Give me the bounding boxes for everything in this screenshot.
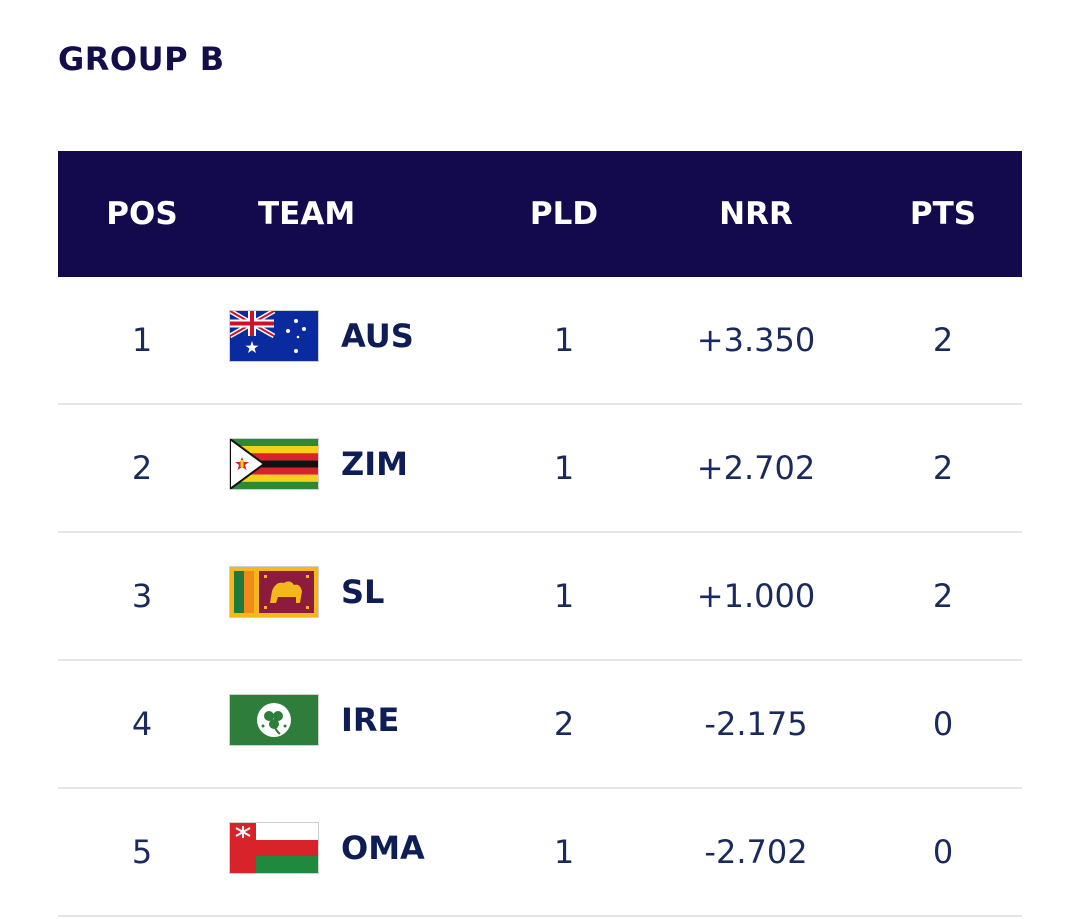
table-row[interactable]: 5 OMA 1 -2.702 0: [58, 789, 1022, 917]
row-pos: 5: [131, 833, 153, 871]
row-pts: 2: [932, 321, 954, 359]
row-pts: 0: [932, 833, 954, 871]
header-pts: PTS: [909, 196, 977, 232]
table-row[interactable]: 4 IRE 2 -2.175 0: [58, 661, 1022, 789]
row-team: IRE: [341, 701, 400, 739]
row-nrr: +3.350: [696, 321, 816, 359]
row-pos: 4: [131, 705, 153, 743]
standings-table: POS TEAM PLD NRR PTS 1 AUS 1: [58, 151, 1022, 917]
oman-flag-icon: [230, 823, 318, 873]
sri-lanka-flag-icon: [230, 567, 318, 617]
row-nrr: -2.702: [704, 833, 808, 871]
header-nrr: NRR: [719, 196, 793, 232]
row-team: SL: [341, 573, 385, 611]
table-row[interactable]: 2 ZIM 1 +2.702 2: [58, 405, 1022, 533]
row-pts: 2: [932, 449, 954, 487]
row-team: OMA: [341, 829, 425, 867]
row-pos: 2: [131, 449, 153, 487]
row-nrr: -2.175: [704, 705, 808, 743]
table-row[interactable]: 3 SL 1 +1.000 2: [58, 533, 1022, 661]
header-pld: PLD: [529, 196, 599, 232]
row-nrr: +2.702: [696, 449, 816, 487]
table-row[interactable]: 1 AUS 1 +3.350 2: [58, 277, 1022, 405]
zimbabwe-flag-icon: [230, 439, 318, 489]
row-pos: 1: [131, 321, 153, 359]
row-team: ZIM: [341, 445, 408, 483]
header-pos: POS: [106, 196, 178, 232]
row-pld: 1: [553, 577, 575, 615]
ireland-cricket-flag-icon: [230, 695, 318, 745]
group-title: GROUP B: [58, 40, 225, 78]
row-pld: 2: [553, 705, 575, 743]
row-pts: 2: [932, 577, 954, 615]
row-pos: 3: [131, 577, 153, 615]
row-pld: 1: [553, 321, 575, 359]
row-team: AUS: [341, 317, 414, 355]
row-pts: 0: [932, 705, 954, 743]
row-pld: 1: [553, 449, 575, 487]
row-pld: 1: [553, 833, 575, 871]
table-header: POS TEAM PLD NRR PTS: [58, 151, 1022, 277]
australia-flag-icon: [230, 311, 318, 361]
header-team: TEAM: [258, 196, 356, 232]
row-nrr: +1.000: [696, 577, 816, 615]
